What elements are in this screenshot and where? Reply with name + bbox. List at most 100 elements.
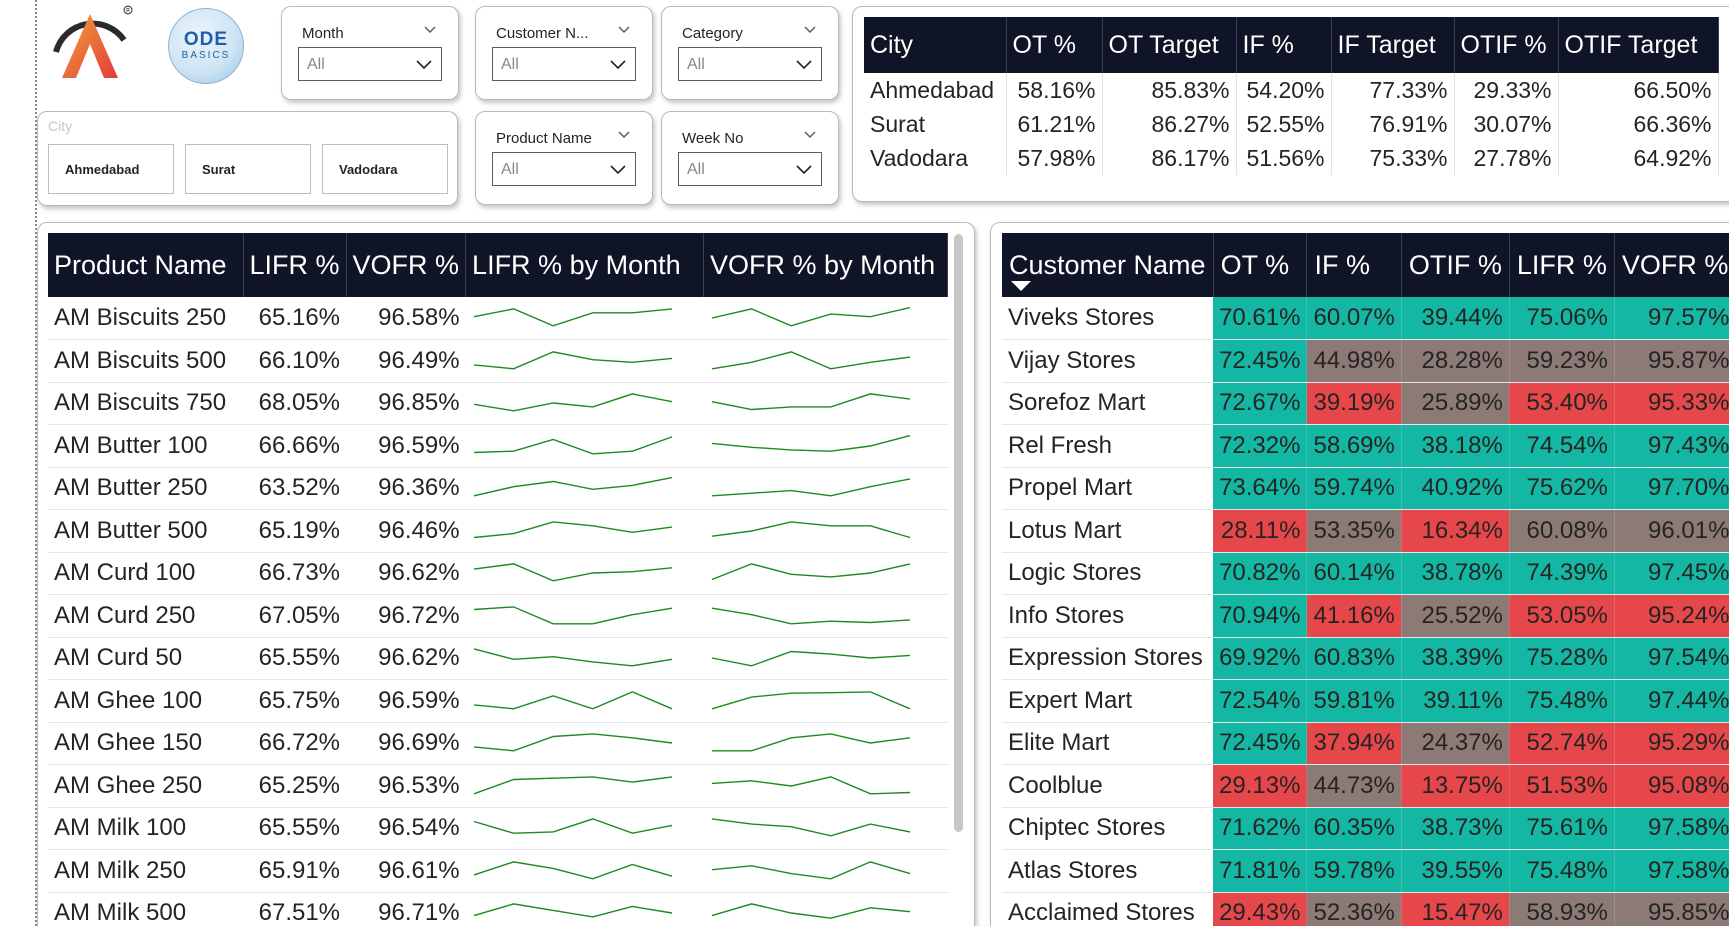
column-header-city[interactable]: City	[864, 17, 1007, 73]
chevron-down-icon	[416, 60, 432, 70]
city-button-ahmedabad[interactable]: Ahmedabad	[48, 144, 174, 194]
column-header-product-name[interactable]: Product Name	[48, 233, 244, 297]
vofr-sparkline-cell	[703, 552, 948, 595]
product-name-cell: AM Butter 500	[48, 509, 243, 553]
product-table-row[interactable]: AM Ghee 250 65.25% 96.53%	[48, 764, 948, 808]
column-header-lifr-by-month[interactable]: LIFR % by Month	[465, 233, 705, 297]
column-header-customer-name-label: Customer Name	[1009, 249, 1206, 280]
lifr-sparkline-line	[473, 775, 672, 795]
product-table-row[interactable]: AM Milk 500 67.51% 96.71%	[48, 892, 948, 926]
product-table-row[interactable]: AM Biscuits 250 65.16% 96.58%	[48, 297, 948, 340]
category-dropdown[interactable]: All	[678, 47, 822, 81]
city-button-surat[interactable]: Surat	[185, 144, 311, 194]
vofr-sparkline-cell	[703, 764, 948, 808]
vofr-cell: 96.59%	[346, 679, 466, 723]
chevron-down-icon[interactable]	[802, 128, 818, 142]
city-metric-cell: 76.91%	[1331, 107, 1455, 141]
column-header-otif-target[interactable]: OTIF Target	[1558, 17, 1719, 73]
customer-table-row[interactable]: Lotus Mart 28.11% 53.35% 16.34% 60.08% 96.01%	[1002, 509, 1729, 553]
product-table-row[interactable]: AM Milk 100 65.55% 96.54%	[48, 807, 948, 850]
customer-table-row[interactable]: Sorefoz Mart 72.67% 39.19% 25.89% 53.40% 95.3…	[1002, 382, 1729, 425]
customer-table-row[interactable]: Rel Fresh 72.32% 58.69% 38.18% 74.54% 97.43%	[1002, 424, 1729, 468]
vofr-sparkline-line	[711, 690, 910, 710]
category-slicer: Category All	[661, 6, 839, 100]
lifr-cell: 65.25%	[243, 764, 347, 808]
product-table-row[interactable]: AM Curd 100 66.73% 96.62%	[48, 552, 948, 595]
product-table-row[interactable]: AM Butter 500 65.19% 96.46%	[48, 509, 948, 553]
if-cell: 58.69%	[1306, 424, 1402, 468]
product-table-row[interactable]: AM Curd 250 67.05% 96.72%	[48, 594, 948, 638]
column-header-otif[interactable]: OTIF %	[1401, 233, 1510, 297]
column-header-ot-target[interactable]: OT Target	[1102, 17, 1237, 73]
city-table-row[interactable]: Vadodara 57.98% 86.17% 51.56% 75.33% 27.78% 64…	[864, 141, 1719, 175]
product-table-row[interactable]: AM Biscuits 750 68.05% 96.85%	[48, 382, 948, 425]
column-header-lifr[interactable]: LIFR %	[1509, 233, 1615, 297]
customer-table-row[interactable]: Coolblue 29.13% 44.73% 13.75% 51.53% 95.08%	[1002, 764, 1729, 808]
chevron-down-icon	[610, 60, 626, 70]
column-header-lifr[interactable]: LIFR %	[243, 233, 347, 297]
product-name-cell: AM Curd 250	[48, 594, 243, 638]
vofr-sparkline	[711, 520, 910, 538]
week-dropdown[interactable]: All	[678, 152, 822, 186]
product-table-row[interactable]: AM Biscuits 500 66.10% 96.49%	[48, 339, 948, 383]
customer-table-row[interactable]: Atlas Stores 71.81% 59.78% 39.55% 75.48% 97.5…	[1002, 849, 1729, 893]
product-table-scrollbar[interactable]	[954, 234, 963, 832]
column-header-if[interactable]: IF %	[1306, 233, 1402, 297]
lifr-sparkline-line	[473, 393, 672, 412]
month-dropdown[interactable]: All	[298, 47, 442, 81]
customer-table-row[interactable]: Chiptec Stores 71.62% 60.35% 38.73% 75.61% 97…	[1002, 807, 1729, 850]
column-header-customer-name[interactable]: Customer Name	[1002, 233, 1214, 297]
column-header-vofr[interactable]: VOFR %	[346, 233, 467, 297]
customer-table-row[interactable]: Viveks Stores 70.61% 60.07% 39.44% 75.06% 97.…	[1002, 297, 1729, 340]
city-button-vadodara[interactable]: Vadodara	[322, 144, 448, 194]
chevron-down-icon[interactable]	[616, 23, 632, 37]
chevron-down-icon[interactable]	[422, 23, 438, 37]
column-header-if[interactable]: IF %	[1236, 17, 1332, 73]
product-name-cell: AM Milk 500	[48, 892, 243, 926]
otif-cell: 38.73%	[1401, 807, 1510, 850]
lifr-sparkline-cell	[465, 807, 704, 850]
city-table-row[interactable]: Ahmedabad 58.16% 85.83% 54.20% 77.33% 29.33% 6…	[864, 73, 1719, 107]
sort-descending-icon	[1011, 281, 1031, 291]
lifr-cell: 65.55%	[243, 807, 347, 850]
city-table-row[interactable]: Surat 61.21% 86.27% 52.55% 76.91% 30.07% 66.36…	[864, 107, 1719, 141]
ot-cell: 71.62%	[1213, 807, 1308, 850]
customer-table-header-row: Customer Name OT % IF % OTIF % LIFR % VO…	[1002, 233, 1729, 297]
if-cell: 60.07%	[1306, 297, 1402, 340]
chevron-down-icon[interactable]	[616, 128, 632, 142]
product-table-row[interactable]: AM Milk 250 65.91% 96.61%	[48, 849, 948, 893]
customer-table-row[interactable]: Logic Stores 70.82% 60.14% 38.78% 74.39% 97.4…	[1002, 552, 1729, 595]
customer-name-cell: Info Stores	[1002, 594, 1214, 638]
chevron-down-icon	[796, 60, 812, 70]
customer-table-row[interactable]: Elite Mart 72.45% 37.94% 24.37% 52.74% 95.29%	[1002, 722, 1729, 765]
week-dropdown-value: All	[687, 161, 705, 178]
customer-dropdown[interactable]: All	[492, 47, 636, 81]
lifr-sparkline-cell	[465, 297, 704, 340]
otif-cell: 25.52%	[1401, 594, 1510, 638]
customer-table-row[interactable]: Acclaimed Stores 29.43% 52.36% 15.47% 58.93%…	[1002, 892, 1729, 926]
product-table-row[interactable]: AM Butter 100 66.66% 96.59%	[48, 424, 948, 468]
product-table-row[interactable]: AM Ghee 150 66.72% 96.69%	[48, 722, 948, 765]
column-header-ot[interactable]: OT %	[1213, 233, 1308, 297]
chevron-down-icon[interactable]	[802, 23, 818, 37]
column-header-otif[interactable]: OTIF %	[1454, 17, 1559, 73]
customer-table-row[interactable]: Expression Stores 69.92% 60.83% 38.39% 75.28…	[1002, 637, 1729, 680]
column-header-ot[interactable]: OT %	[1006, 17, 1103, 73]
product-table-row[interactable]: AM Butter 250 63.52% 96.36%	[48, 467, 948, 510]
product-table-row[interactable]: AM Ghee 100 65.75% 96.59%	[48, 679, 948, 723]
otif-cell: 39.55%	[1401, 849, 1510, 893]
customer-table-row[interactable]: Vijay Stores 72.45% 44.98% 28.28% 59.23% 95.8…	[1002, 339, 1729, 383]
product-dropdown[interactable]: All	[492, 152, 636, 186]
vofr-cell: 96.62%	[346, 552, 466, 595]
column-header-vofr-by-month[interactable]: VOFR % by Month	[703, 233, 949, 297]
customer-table-row[interactable]: Expert Mart 72.54% 59.81% 39.11% 75.48% 97.44…	[1002, 679, 1729, 723]
column-header-if-target[interactable]: IF Target	[1331, 17, 1455, 73]
vofr-cell: 96.01%	[1614, 509, 1729, 553]
customer-table-row[interactable]: Propel Mart 73.64% 59.74% 40.92% 75.62% 97.70…	[1002, 467, 1729, 510]
month-slicer: Month All	[281, 6, 459, 100]
otif-cell: 38.18%	[1401, 424, 1510, 468]
product-table-row[interactable]: AM Curd 50 65.55% 96.62%	[48, 637, 948, 680]
customer-table-row[interactable]: Info Stores 70.94% 41.16% 25.52% 53.05% 95.24…	[1002, 594, 1729, 638]
lifr-sparkline-line	[473, 563, 672, 582]
column-header-vofr[interactable]: VOFR %	[1614, 233, 1729, 297]
